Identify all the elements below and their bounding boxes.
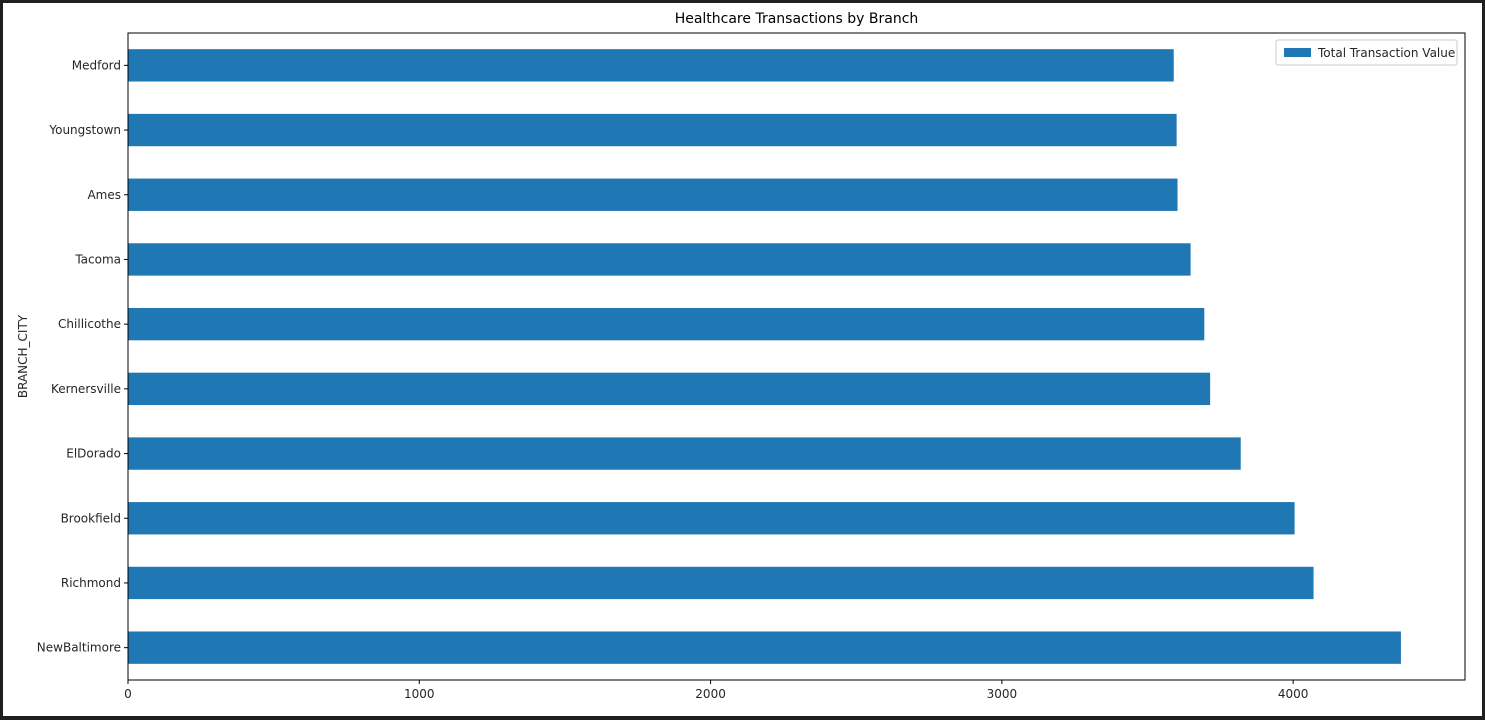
y-tick-label: Medford	[72, 58, 121, 72]
bar-newbaltimore	[128, 631, 1401, 664]
y-tick-label: Ames	[87, 188, 121, 202]
plot-frame	[127, 32, 1466, 681]
legend-swatch	[1284, 48, 1311, 57]
figure: Healthcare Transactions by Branch Medfor…	[3, 3, 1482, 716]
x-tick-label: 2000	[695, 687, 726, 701]
bar-ames	[128, 178, 1178, 211]
y-axis: Medford Youngstown Ames Tacoma Chillicothe Ke…	[37, 58, 128, 655]
y-tick-label: ElDorado	[66, 447, 121, 461]
bar-eldorado	[128, 437, 1241, 470]
chart-title: Healthcare Transactions by Branch	[675, 11, 919, 27]
bar-brookfield	[128, 502, 1295, 535]
y-tick-label: NewBaltimore	[37, 641, 121, 655]
bar-chillicothe	[128, 307, 1205, 341]
bar-chart: Healthcare Transactions by Branch Medfor…	[16, 11, 1466, 701]
bar-tacoma	[128, 243, 1191, 276]
bar-youngstown	[128, 113, 1177, 147]
x-tick-label: 0	[124, 687, 132, 701]
x-tick-label: 1000	[404, 687, 435, 701]
bar-richmond	[128, 566, 1314, 600]
x-axis: 0 1000 2000 3000 4000	[124, 680, 1308, 701]
y-tick-label: Chillicothe	[58, 317, 121, 331]
bar-kernersville	[128, 372, 1211, 406]
y-tick-label: Kernersville	[51, 382, 121, 396]
y-tick-label: Tacoma	[74, 252, 121, 266]
y-axis-title: BRANCH_CITY	[16, 314, 30, 398]
x-tick-label: 3000	[987, 687, 1018, 701]
legend-label: Total Transaction Value	[1317, 46, 1455, 60]
y-tick-label: Richmond	[61, 576, 121, 590]
y-tick-label: Youngstown	[48, 123, 121, 137]
legend-box	[1275, 39, 1458, 66]
bars-group	[128, 49, 1401, 664]
legend: Total Transaction Value	[1275, 39, 1458, 66]
x-tick-label: 4000	[1278, 687, 1309, 701]
bar-medford	[128, 49, 1174, 82]
y-tick-label: Brookfield	[61, 511, 121, 525]
